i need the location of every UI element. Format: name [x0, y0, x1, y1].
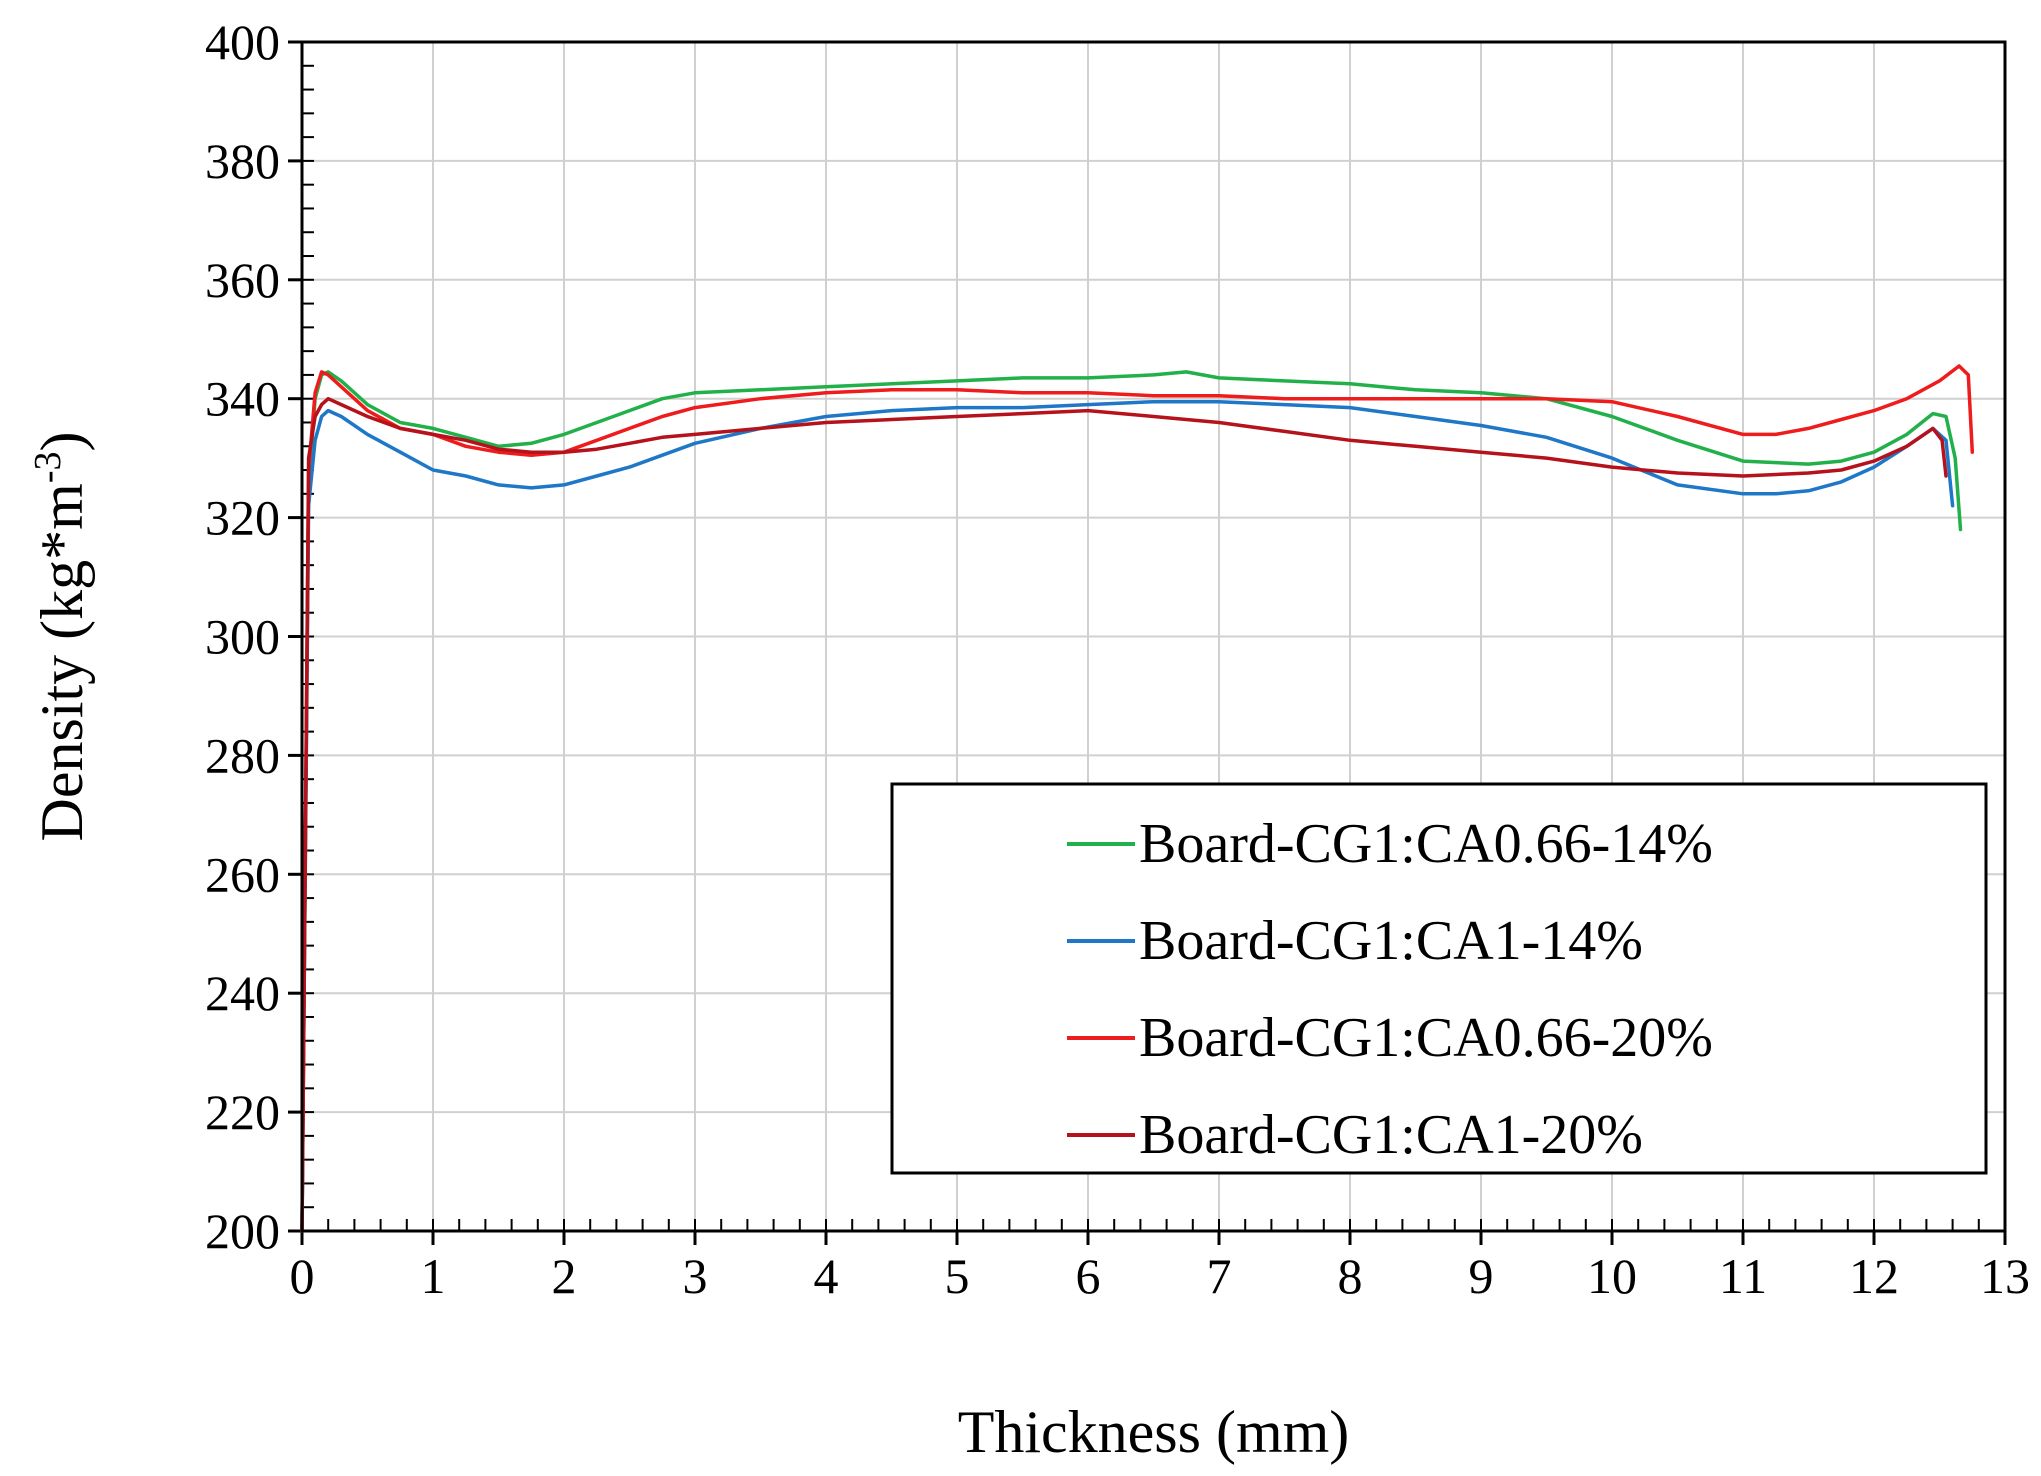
- legend: Board-CG1:CA0.66-14% Board-CG1:CA1-14% Boa…: [890, 782, 1988, 1175]
- x-tick-label: 9: [1469, 1248, 1494, 1304]
- x-tick-label: 6: [1076, 1248, 1101, 1304]
- y-axis-title: Density (kg*m-3): [27, 432, 95, 842]
- series-line-2: [300, 399, 1955, 1233]
- legend-label: Board-CG1:CA0.66-14%: [1139, 813, 1713, 875]
- y-tick-label: 200: [205, 1203, 280, 1259]
- x-tick-label: 0: [290, 1248, 315, 1304]
- y-tick-label: 400: [205, 14, 280, 70]
- y-axis-title-main: Density (kg*m: [29, 483, 95, 841]
- y-tick-label: 300: [205, 609, 280, 665]
- y-tick-label: 240: [205, 965, 280, 1021]
- x-tick-label: 5: [945, 1248, 970, 1304]
- y-tick-label: 260: [205, 846, 280, 902]
- series-line-4: [300, 396, 1948, 1233]
- x-tick-label: 7: [1207, 1248, 1232, 1304]
- x-axis-tick-labels: 0 1 2 3 4 5 6 7 8 9 10 11 12 13: [290, 1248, 2031, 1304]
- series-line-1: [300, 370, 1963, 1233]
- x-tick-label: 2: [552, 1248, 577, 1304]
- x-tick-label: 4: [814, 1248, 839, 1304]
- x-tick-label: 8: [1338, 1248, 1363, 1304]
- x-tick-label: 1: [421, 1248, 446, 1304]
- x-tick-label: 3: [683, 1248, 708, 1304]
- legend-label: Board-CG1:CA1-20%: [1139, 1104, 1643, 1166]
- y-tick-label: 380: [205, 133, 280, 189]
- y-axis-title-superscript: -3: [27, 452, 69, 484]
- x-axis-title: Thickness (mm): [958, 1399, 1350, 1465]
- y-tick-label: 280: [205, 727, 280, 783]
- legend-label: Board-CG1:CA0.66-20%: [1139, 1007, 1713, 1069]
- y-tick-label: 320: [205, 490, 280, 546]
- legend-box: [890, 782, 1988, 1175]
- series-lines: [300, 364, 1975, 1233]
- y-tick-label: 360: [205, 252, 280, 308]
- y-axis-tick-labels: 200 220 240 260 280 300 320 340 360 380 400: [205, 14, 280, 1259]
- y-axis-title-close: ): [29, 432, 95, 452]
- legend-label: Board-CG1:CA1-14%: [1139, 910, 1643, 972]
- y-tick-label: 340: [205, 371, 280, 427]
- y-tick-label: 220: [205, 1084, 280, 1140]
- plot-area-frame: [300, 40, 2007, 1233]
- x-tick-label: 11: [1719, 1248, 1767, 1304]
- x-tick-label: 12: [1849, 1248, 1899, 1304]
- x-tick-label: 13: [1980, 1248, 2030, 1304]
- x-tick-label: 10: [1587, 1248, 1637, 1304]
